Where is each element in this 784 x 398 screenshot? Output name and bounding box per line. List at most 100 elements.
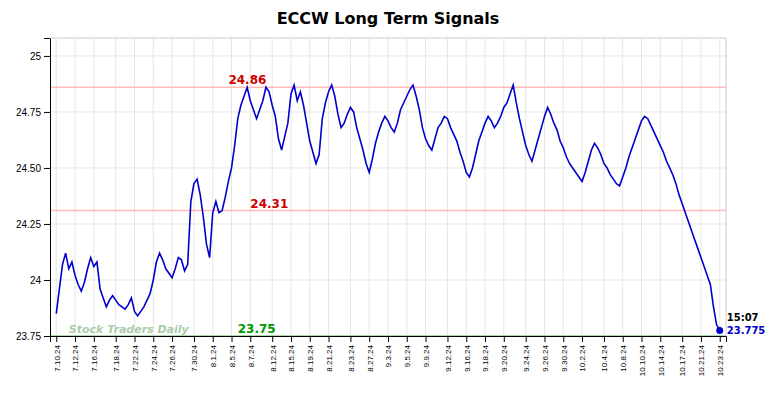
- x-tick: 8.12.24: [269, 336, 278, 372]
- x-tick-mark: [350, 336, 351, 342]
- grid-line-x: [582, 38, 583, 336]
- grid-line-x: [719, 38, 720, 336]
- y-tick: 24.50: [16, 163, 50, 174]
- y-tick-label: 24.25: [16, 219, 41, 230]
- x-tick: 8.1.24: [209, 336, 218, 367]
- y-tick-mark: [44, 280, 50, 281]
- grid-line-x: [172, 38, 173, 336]
- x-tick-label: 8.5.24: [228, 344, 237, 367]
- x-tick: 10.8.24: [619, 336, 628, 372]
- x-tick-label: 9.16.24: [463, 344, 472, 371]
- x-tick: 9.9.24: [422, 336, 431, 367]
- x-tick-mark: [504, 336, 505, 342]
- y-axis: 23.752424.2524.5024.7525: [16, 39, 51, 342]
- x-tick-label: 9.5.24: [403, 344, 412, 367]
- x-tick-label: 8.21.24: [325, 344, 334, 371]
- x-tick-mark: [310, 336, 311, 342]
- x-tick-label: 8.12.24: [269, 344, 278, 371]
- x-tick: 8.15.24: [287, 336, 296, 372]
- x-tick-mark: [466, 336, 467, 342]
- grid-line-x: [75, 38, 76, 336]
- x-tick-mark: [56, 336, 57, 342]
- y-tick: 24: [30, 275, 50, 286]
- grid: [50, 38, 726, 336]
- x-axis: 7.10.24 7.12.24 7.16.24 7.18.24 7.22.24 7.24.…: [51, 336, 727, 376]
- title: ECCW Long Term Signals: [277, 9, 500, 28]
- x-tick: 8.5.24: [228, 336, 237, 367]
- x-tick-label: 10.17.24: [678, 344, 687, 376]
- grid-line-x: [212, 38, 213, 336]
- x-tick: 8.7.24: [247, 336, 256, 367]
- grid-line-x: [544, 38, 545, 336]
- x-tick-mark: [485, 336, 486, 342]
- annotations: 24.8624.3123.75Stock Traders Daily15:072…: [69, 73, 766, 336]
- y-tick-mark: [44, 336, 50, 337]
- grid-line-x: [309, 38, 310, 336]
- y-tick-mark: [44, 112, 50, 113]
- x-tick: 7.22.24: [131, 336, 140, 372]
- grid-line-x: [56, 38, 57, 336]
- grid-line-x: [328, 38, 329, 336]
- line-annotation: 24.31: [250, 197, 288, 211]
- x-tick-label: 9.18.24: [481, 344, 490, 371]
- x-tick-label: 9.9.24: [422, 344, 431, 367]
- plot-frame: [726, 38, 727, 336]
- x-tick-mark: [194, 336, 195, 342]
- x-tick-label: 10.8.24: [619, 344, 628, 371]
- grid-line-x: [153, 38, 154, 336]
- x-tick: 8.19.24: [306, 336, 315, 372]
- x-tick-mark: [682, 336, 683, 342]
- x-tick-mark: [701, 336, 702, 342]
- grid-line-x: [350, 38, 351, 336]
- x-tick-mark: [272, 336, 273, 342]
- y-tick-label: 25: [30, 51, 42, 62]
- grid-line-x: [388, 38, 389, 336]
- x-tick-label: 7.18.24: [112, 344, 121, 371]
- y-tick-label: 24: [30, 275, 42, 286]
- line-annotation: 24.86: [228, 73, 266, 87]
- x-tick-mark: [388, 336, 389, 342]
- x-tick: 10.17.24: [678, 336, 687, 376]
- grid-line-x: [466, 38, 467, 336]
- x-tick-mark: [369, 336, 370, 342]
- x-tick-label: 10.14.24: [657, 344, 666, 376]
- x-tick: 7.30.24: [190, 336, 199, 372]
- x-tick-label: 9.26.24: [541, 344, 550, 371]
- x-tick-label: 7.10.24: [53, 344, 62, 371]
- last-price-label: 23.775: [727, 325, 766, 336]
- x-tick: 10.23.24: [716, 336, 725, 376]
- x-tick-label: 7.26.24: [168, 344, 177, 371]
- x-tick: 9.16.24: [463, 336, 472, 372]
- grid-line-x: [290, 38, 291, 336]
- grid-line-x: [622, 38, 623, 336]
- x-tick-mark: [623, 336, 624, 342]
- x-tick: 7.26.24: [168, 336, 177, 372]
- grid-line-x: [525, 38, 526, 336]
- x-tick-label: 10.2.24: [578, 344, 587, 371]
- grid-line-x: [93, 38, 94, 336]
- grid-line-x: [369, 38, 370, 336]
- grid-line-x: [603, 38, 604, 336]
- x-axis-line: [51, 337, 727, 343]
- grid-line-x: [563, 38, 564, 336]
- marks: [50, 85, 726, 336]
- plot-frame: [50, 38, 726, 39]
- reference-line: [50, 210, 726, 212]
- x-tick-label: 7.12.24: [71, 344, 80, 371]
- chart-svg: 23.752424.2524.5024.75257.10.247.12.247.…: [0, 0, 784, 398]
- x-tick-label: 9.20.24: [500, 344, 509, 371]
- x-tick-mark: [544, 336, 545, 342]
- x-tick-mark: [153, 336, 154, 342]
- x-tick-mark: [563, 336, 564, 342]
- y-tick: 24.75: [16, 107, 50, 118]
- x-tick-mark: [250, 336, 251, 342]
- x-tick: 10.2.24: [578, 336, 587, 372]
- y-tick: 25: [30, 51, 50, 62]
- y-tick-label: 24.50: [16, 163, 41, 174]
- x-tick: 7.24.24: [150, 336, 159, 372]
- grid-line-x: [700, 38, 701, 336]
- x-tick: 10.21.24: [697, 336, 706, 376]
- x-tick-label: 7.16.24: [90, 344, 99, 371]
- x-tick-label: 10.21.24: [697, 344, 706, 376]
- x-tick-label: 9.24.24: [522, 344, 531, 371]
